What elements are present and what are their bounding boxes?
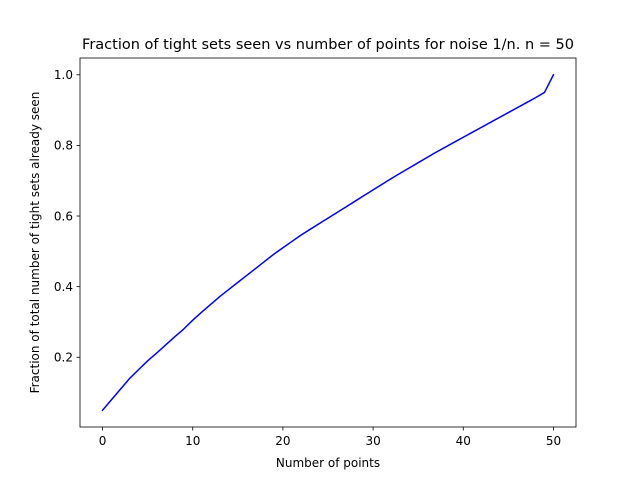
x-axis-label: Number of points [276, 456, 380, 470]
y-axis-label: Fraction of total number of tight sets a… [28, 92, 42, 394]
series-layer [101, 73, 555, 412]
x-axis-ticks: 0 10 20 30 40 50 [99, 427, 561, 448]
axes-frame [79, 57, 577, 428]
y-tick-label: 0.6 [54, 209, 73, 223]
y-axis-ticks: 0.2 0.4 0.6 0.8 1.0 [54, 68, 80, 365]
y-tick-label: 0.2 [54, 351, 73, 365]
x-tick-label: 10 [185, 434, 200, 448]
x-tick-label: 50 [546, 434, 561, 448]
y-tick-label: 1.0 [54, 68, 73, 82]
x-tick-label: 0 [99, 434, 107, 448]
y-tick-label: 0.4 [54, 280, 73, 294]
x-tick-label: 20 [275, 434, 290, 448]
x-tick-label: 40 [456, 434, 471, 448]
plot-area [80, 58, 576, 427]
series-line-1 [101, 73, 555, 412]
y-tick-label: 0.8 [54, 139, 73, 153]
chart-title: Fraction of tight sets seen vs number of… [82, 37, 574, 53]
x-tick-label: 30 [365, 434, 380, 448]
axes-spines [79, 57, 577, 428]
